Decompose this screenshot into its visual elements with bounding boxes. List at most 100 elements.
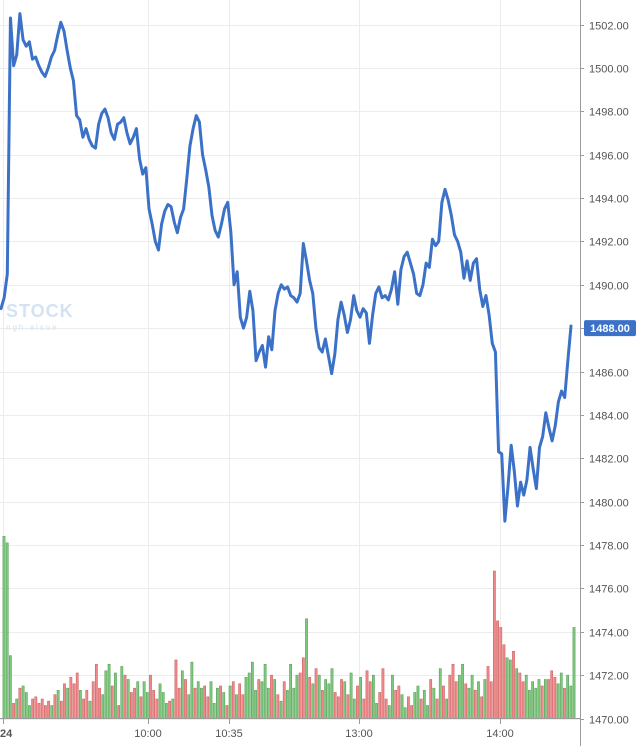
volume-bar xyxy=(397,685,401,719)
volume-bar xyxy=(368,681,372,719)
volume-bar xyxy=(88,700,92,719)
volume-bar xyxy=(152,690,156,719)
last-price-label: 1488.00 xyxy=(590,323,630,335)
volume-bar xyxy=(289,664,292,719)
volume-bar xyxy=(238,683,242,719)
volume-bar xyxy=(448,674,452,719)
volume-bar xyxy=(295,674,299,719)
volume-bar xyxy=(454,681,458,719)
volume-bar xyxy=(47,700,50,719)
volume-bar xyxy=(301,657,305,719)
volume-bar xyxy=(311,683,315,719)
volume-bar xyxy=(59,700,63,719)
volume-bar xyxy=(18,687,22,719)
volume-bar xyxy=(384,698,388,719)
volume-bar xyxy=(9,655,12,719)
volume-bar xyxy=(206,696,210,719)
volume-bar xyxy=(117,705,120,719)
volume-bar xyxy=(21,685,25,719)
volume-bar xyxy=(142,681,146,719)
volume-bar xyxy=(442,685,445,719)
volume-bar xyxy=(85,690,89,719)
volume-bar xyxy=(251,661,254,719)
volume-bar xyxy=(416,685,420,719)
volume-bar xyxy=(257,679,261,719)
volume-bar xyxy=(400,694,404,719)
volume-bar xyxy=(553,677,557,719)
volume-bar xyxy=(336,696,340,719)
volume-bar xyxy=(403,707,407,719)
volume-bar xyxy=(365,670,369,719)
volume-bar xyxy=(260,681,264,719)
volume-bar xyxy=(550,670,554,719)
volume-bar xyxy=(352,698,356,719)
volume-bar xyxy=(225,705,229,719)
volume-bar xyxy=(534,687,538,719)
volume-bar xyxy=(292,687,296,719)
volume-bar xyxy=(372,674,375,719)
volume-bar xyxy=(467,687,471,719)
x-axis: 24 10:00 10:35 13:00 14:00 xyxy=(0,718,580,740)
volume-bar xyxy=(279,700,283,719)
volume-bar xyxy=(349,672,353,719)
volume-bar xyxy=(91,681,95,719)
volume-bar xyxy=(174,659,178,719)
x-tick-label: 13:00 xyxy=(345,728,373,740)
watermark-subtext: ngh.alsoe xyxy=(6,323,59,332)
last-price-badge-bg xyxy=(584,320,636,337)
volume-bar xyxy=(324,679,327,719)
volume-bar xyxy=(235,694,238,719)
volume-bar xyxy=(63,683,66,719)
volume-bar xyxy=(556,683,560,719)
y-tick-label: 1474.00 xyxy=(589,628,629,640)
volume-bar xyxy=(158,683,162,719)
last-price-badge: 1488.00 xyxy=(584,320,636,337)
volume-bar xyxy=(187,694,191,719)
volume-bar xyxy=(521,681,525,719)
price-line-group xyxy=(0,12,573,523)
y-tick-label: 1500.00 xyxy=(589,64,629,76)
volume-bar xyxy=(524,674,528,719)
volume-bar xyxy=(496,620,499,719)
price-line xyxy=(0,12,573,523)
volume-bar xyxy=(219,685,222,719)
volume-bar xyxy=(343,681,347,719)
volume-bar xyxy=(518,672,522,719)
volume-bar xyxy=(171,698,175,719)
volume-bar xyxy=(94,664,98,719)
volume-bar xyxy=(483,679,487,719)
volume-bar xyxy=(5,542,9,719)
volume-bar xyxy=(461,664,464,719)
volume-bar xyxy=(215,687,219,719)
volume-bar xyxy=(314,668,318,719)
y-tick-label: 1478.00 xyxy=(589,541,629,553)
volume-bar xyxy=(200,687,203,719)
volume-bar xyxy=(276,694,280,719)
volume-bar xyxy=(362,698,366,719)
volume-bar xyxy=(241,694,245,719)
volume-bar xyxy=(75,672,79,719)
volume-bar xyxy=(107,664,111,719)
volume-bar xyxy=(464,683,468,719)
volume-bar xyxy=(346,694,350,719)
volume-bar xyxy=(407,696,410,719)
volume-bar xyxy=(184,679,187,719)
volume-bar xyxy=(445,698,448,719)
y-tick-label: 1494.00 xyxy=(589,194,629,206)
volume-bar xyxy=(136,681,140,719)
volume-bar xyxy=(212,703,216,719)
volume-bar xyxy=(410,705,413,719)
volume-bar xyxy=(480,696,484,719)
volume-bar xyxy=(502,644,506,719)
volume-bar xyxy=(254,690,257,719)
volume-bar xyxy=(273,679,277,719)
volume-bar xyxy=(155,698,159,719)
volume-bar xyxy=(305,618,308,719)
volume-bar xyxy=(435,698,439,719)
volume-bar xyxy=(50,705,54,719)
volume-bar xyxy=(130,692,133,719)
volume-bar xyxy=(477,681,480,719)
x-tick-label: 14:00 xyxy=(486,728,514,740)
volume-bar xyxy=(356,685,359,719)
